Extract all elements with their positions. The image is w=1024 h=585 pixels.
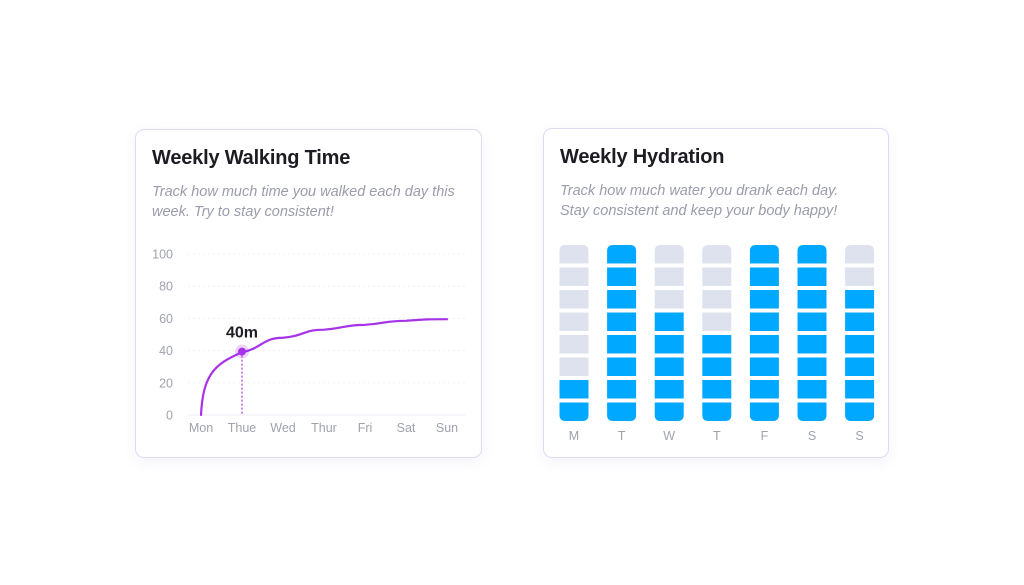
hydration-card: Weekly Hydration Track how much water yo… (543, 128, 889, 458)
bar-segment-filled (607, 357, 637, 376)
bar-segment-empty (559, 245, 589, 264)
bar-segment-filled (607, 312, 637, 331)
bar-segment-filled (749, 335, 779, 354)
y-tick-label: 0 (166, 409, 173, 423)
bar-segment-filled (654, 380, 684, 399)
x-tick-label: M (569, 429, 579, 443)
bar-segment-filled (654, 357, 684, 376)
bar-segment-empty (559, 312, 589, 331)
x-tick-label: T (713, 429, 721, 443)
walking-title: Weekly Walking Time (152, 147, 351, 169)
bar-segment-filled (702, 335, 732, 354)
bar-segment-empty (702, 245, 732, 264)
highlight-label: 40m (226, 325, 258, 342)
y-tick-label: 60 (159, 312, 173, 326)
bar-segment-filled (845, 357, 875, 376)
bar-segment-filled (559, 380, 589, 399)
bar-column (702, 245, 732, 421)
bar-column (559, 245, 589, 421)
bar-segment-filled (797, 312, 827, 331)
series-line (199, 318, 449, 417)
bar-segment-filled (749, 402, 779, 421)
bar-segment-filled (797, 402, 827, 421)
bar-segment-filled (749, 312, 779, 331)
walking-card: Weekly Walking Time Track how much time … (135, 129, 482, 458)
bar-segment-filled (845, 290, 875, 309)
bar-segment-filled (797, 267, 827, 286)
bar-segment-filled (607, 245, 637, 264)
x-tick-label: Wed (270, 421, 296, 435)
bar-column (845, 245, 875, 421)
x-tick-label: T (618, 429, 626, 443)
bar-segment-filled (845, 312, 875, 331)
walking-description: Track how much time you walked each day … (152, 184, 455, 220)
bar-segment-filled (797, 335, 827, 354)
bar-segment-empty (702, 312, 732, 331)
bar-segment-empty (654, 245, 684, 264)
bar-segment-filled (607, 335, 637, 354)
bar-segment-empty (702, 290, 732, 309)
bar-segment-filled (845, 402, 875, 421)
y-tick-label: 40 (159, 344, 173, 358)
bar-column (797, 245, 827, 421)
bar-segment-filled (845, 380, 875, 399)
y-tick-label: 20 (159, 376, 173, 390)
bar-segment-filled (702, 357, 732, 376)
hydration-title: Weekly Hydration (560, 146, 725, 168)
bar-segment-filled (559, 402, 589, 421)
bar-segment-empty (654, 267, 684, 286)
bar-segment-filled (797, 357, 827, 376)
bar-segment-filled (749, 380, 779, 399)
bar-segment-filled (607, 402, 637, 421)
bar-segment-filled (749, 357, 779, 376)
bar-segment-empty (559, 335, 589, 354)
bar-segment-filled (797, 380, 827, 399)
hydration-description: Track how much water you drank each day.… (560, 183, 839, 219)
x-tick-label: W (663, 429, 675, 443)
bar-segment-empty (559, 290, 589, 309)
bar-segment-empty (845, 267, 875, 286)
x-tick-label: Sat (397, 421, 416, 435)
bar-column (749, 245, 779, 421)
bar-segment-filled (607, 380, 637, 399)
bar-segment-filled (702, 402, 732, 421)
bar-segment-filled (749, 267, 779, 286)
y-tick-label: 100 (152, 248, 173, 262)
walking-chart: 0 20 40 60 80 100 Mon Thue Wed Thur Fri Sat Sun 40m (152, 248, 465, 435)
bar-segment-filled (607, 267, 637, 286)
bar-segment-filled (797, 245, 827, 264)
bar-segment-empty (654, 290, 684, 309)
bar-column (654, 245, 684, 421)
bar-segment-filled (607, 290, 637, 309)
x-tick-label: Fri (358, 421, 373, 435)
x-tick-label: F (761, 429, 769, 443)
bar-segment-empty (559, 267, 589, 286)
highlight-point (238, 347, 246, 356)
bar-segment-filled (845, 335, 875, 354)
x-tick-label: Sun (436, 421, 458, 435)
bar-segment-filled (702, 380, 732, 399)
bar-column (607, 245, 637, 421)
y-tick-label: 80 (159, 280, 173, 294)
x-tick-label: Thur (311, 421, 337, 435)
x-tick-label: Thue (228, 421, 257, 435)
bar-segment-filled (797, 290, 827, 309)
bar-segment-filled (654, 335, 684, 354)
x-tick-label: S (808, 429, 816, 443)
bar-segment-empty (702, 267, 732, 286)
bar-segment-empty (559, 357, 589, 376)
bar-segment-filled (654, 312, 684, 331)
bar-segment-filled (654, 402, 684, 421)
x-tick-label: S (855, 429, 863, 443)
bar-segment-empty (845, 245, 875, 264)
bar-segment-filled (749, 245, 779, 264)
x-tick-label: Mon (189, 421, 213, 435)
bar-segment-filled (749, 290, 779, 309)
